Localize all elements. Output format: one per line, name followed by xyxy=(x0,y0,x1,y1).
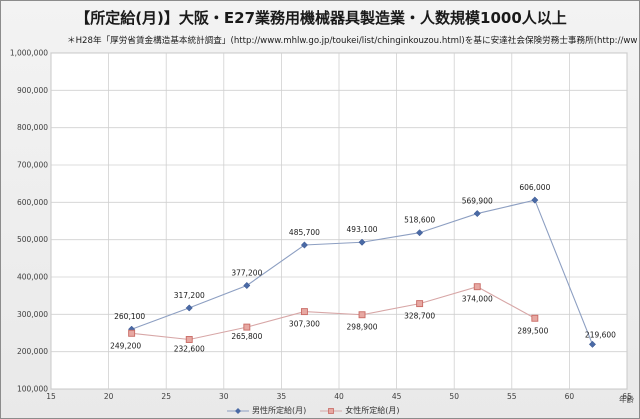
y-tick-label: 600,000 xyxy=(17,198,48,207)
legend-label-male: 男性所定給(月) xyxy=(252,406,307,415)
female-data-point xyxy=(358,311,366,319)
y-tick-label: 300,000 xyxy=(17,310,48,319)
male-data-point xyxy=(185,304,193,312)
male-data-label: 377,200 xyxy=(231,269,262,278)
x-tick-label: 60 xyxy=(565,392,575,401)
female-data-point xyxy=(531,314,539,322)
series-layer xyxy=(128,196,596,348)
female-data-label: 298,900 xyxy=(347,323,378,332)
chart-title: 【所定給(月)】大阪・E27業務用機械器具製造業・人数規模1000人以上 xyxy=(75,9,567,27)
data-labels: 260,100 317,200 377,200 485,700 493,100 518,6… xyxy=(110,183,616,353)
legend-label-female: 女性所定給(月) xyxy=(345,406,400,415)
chart-subtitle: ＊H28年「厚労省賃金構造基本統計調査」(http://www.mhlw.go.… xyxy=(67,36,637,46)
male-data-label: 606,000 xyxy=(519,183,550,192)
male-data-label: 493,100 xyxy=(347,225,378,234)
male-data-label: 317,200 xyxy=(174,291,205,300)
x-tick-label: 30 xyxy=(219,392,229,401)
legend-item-male: 男性所定給(月) xyxy=(227,405,306,416)
female-data-label: 289,500 xyxy=(517,326,548,335)
x-tick-label: 40 xyxy=(334,392,344,401)
y-tick-label: 500,000 xyxy=(17,235,48,244)
male-data-label: 219,600 xyxy=(585,330,616,339)
y-tick-label: 1,000,000 xyxy=(10,49,48,58)
female-data-point xyxy=(243,323,251,331)
male-data-point xyxy=(300,241,308,249)
x-tick-label: 45 xyxy=(392,392,402,401)
female-data-point xyxy=(300,308,308,316)
legend: 男性所定給(月) 女性所定給(月) xyxy=(227,405,400,416)
female-data-label: 249,200 xyxy=(110,341,141,350)
male-data-point xyxy=(588,340,596,348)
x-tick-label: 65 xyxy=(622,392,632,401)
male-data-label: 485,700 xyxy=(289,228,320,237)
male-data-point xyxy=(473,210,481,218)
x-tick-label: 25 xyxy=(161,392,171,401)
x-axis-title: 年齢 xyxy=(619,394,634,404)
male-data-point xyxy=(416,229,424,237)
x-tick-label: 20 xyxy=(104,392,114,401)
male-data-point xyxy=(531,196,539,204)
y-tick-label: 700,000 xyxy=(17,161,48,170)
y-tick-label: 900,000 xyxy=(17,86,48,95)
legend-swatch-female xyxy=(320,407,343,415)
female-data-point xyxy=(473,283,481,291)
male-data-label: 569,900 xyxy=(462,197,493,206)
x-tick-label: 50 xyxy=(449,392,459,401)
y-tick-label: 800,000 xyxy=(17,123,48,132)
female-data-label: 328,700 xyxy=(404,312,435,321)
y-tick-label: 200,000 xyxy=(17,347,48,356)
legend-swatch-male xyxy=(227,407,249,415)
x-tick-label: 15 xyxy=(46,392,56,401)
female-data-point xyxy=(416,300,424,308)
y-tick-label: 100,000 xyxy=(17,385,48,394)
axes: 100,000 200,000 300,000 400,000 500,000 600,0… xyxy=(10,49,635,405)
female-data-label: 232,600 xyxy=(174,344,205,353)
male-data-point xyxy=(358,238,366,246)
female-data-label: 307,300 xyxy=(289,320,320,329)
female-series-line xyxy=(131,286,536,341)
y-tick-label: 400,000 xyxy=(17,273,48,282)
male-data-point xyxy=(243,281,251,290)
legend-item-female: 女性所定給(月) xyxy=(320,405,400,416)
female-data-label: 374,000 xyxy=(462,295,493,304)
x-tick-label: 35 xyxy=(277,392,287,401)
gridlines xyxy=(50,52,628,390)
male-data-label: 260,100 xyxy=(114,312,145,321)
male-data-label: 518,600 xyxy=(404,216,435,225)
female-data-label: 265,800 xyxy=(231,332,262,341)
female-data-point xyxy=(128,329,136,337)
female-data-point xyxy=(185,336,193,343)
x-tick-label: 55 xyxy=(507,392,517,401)
